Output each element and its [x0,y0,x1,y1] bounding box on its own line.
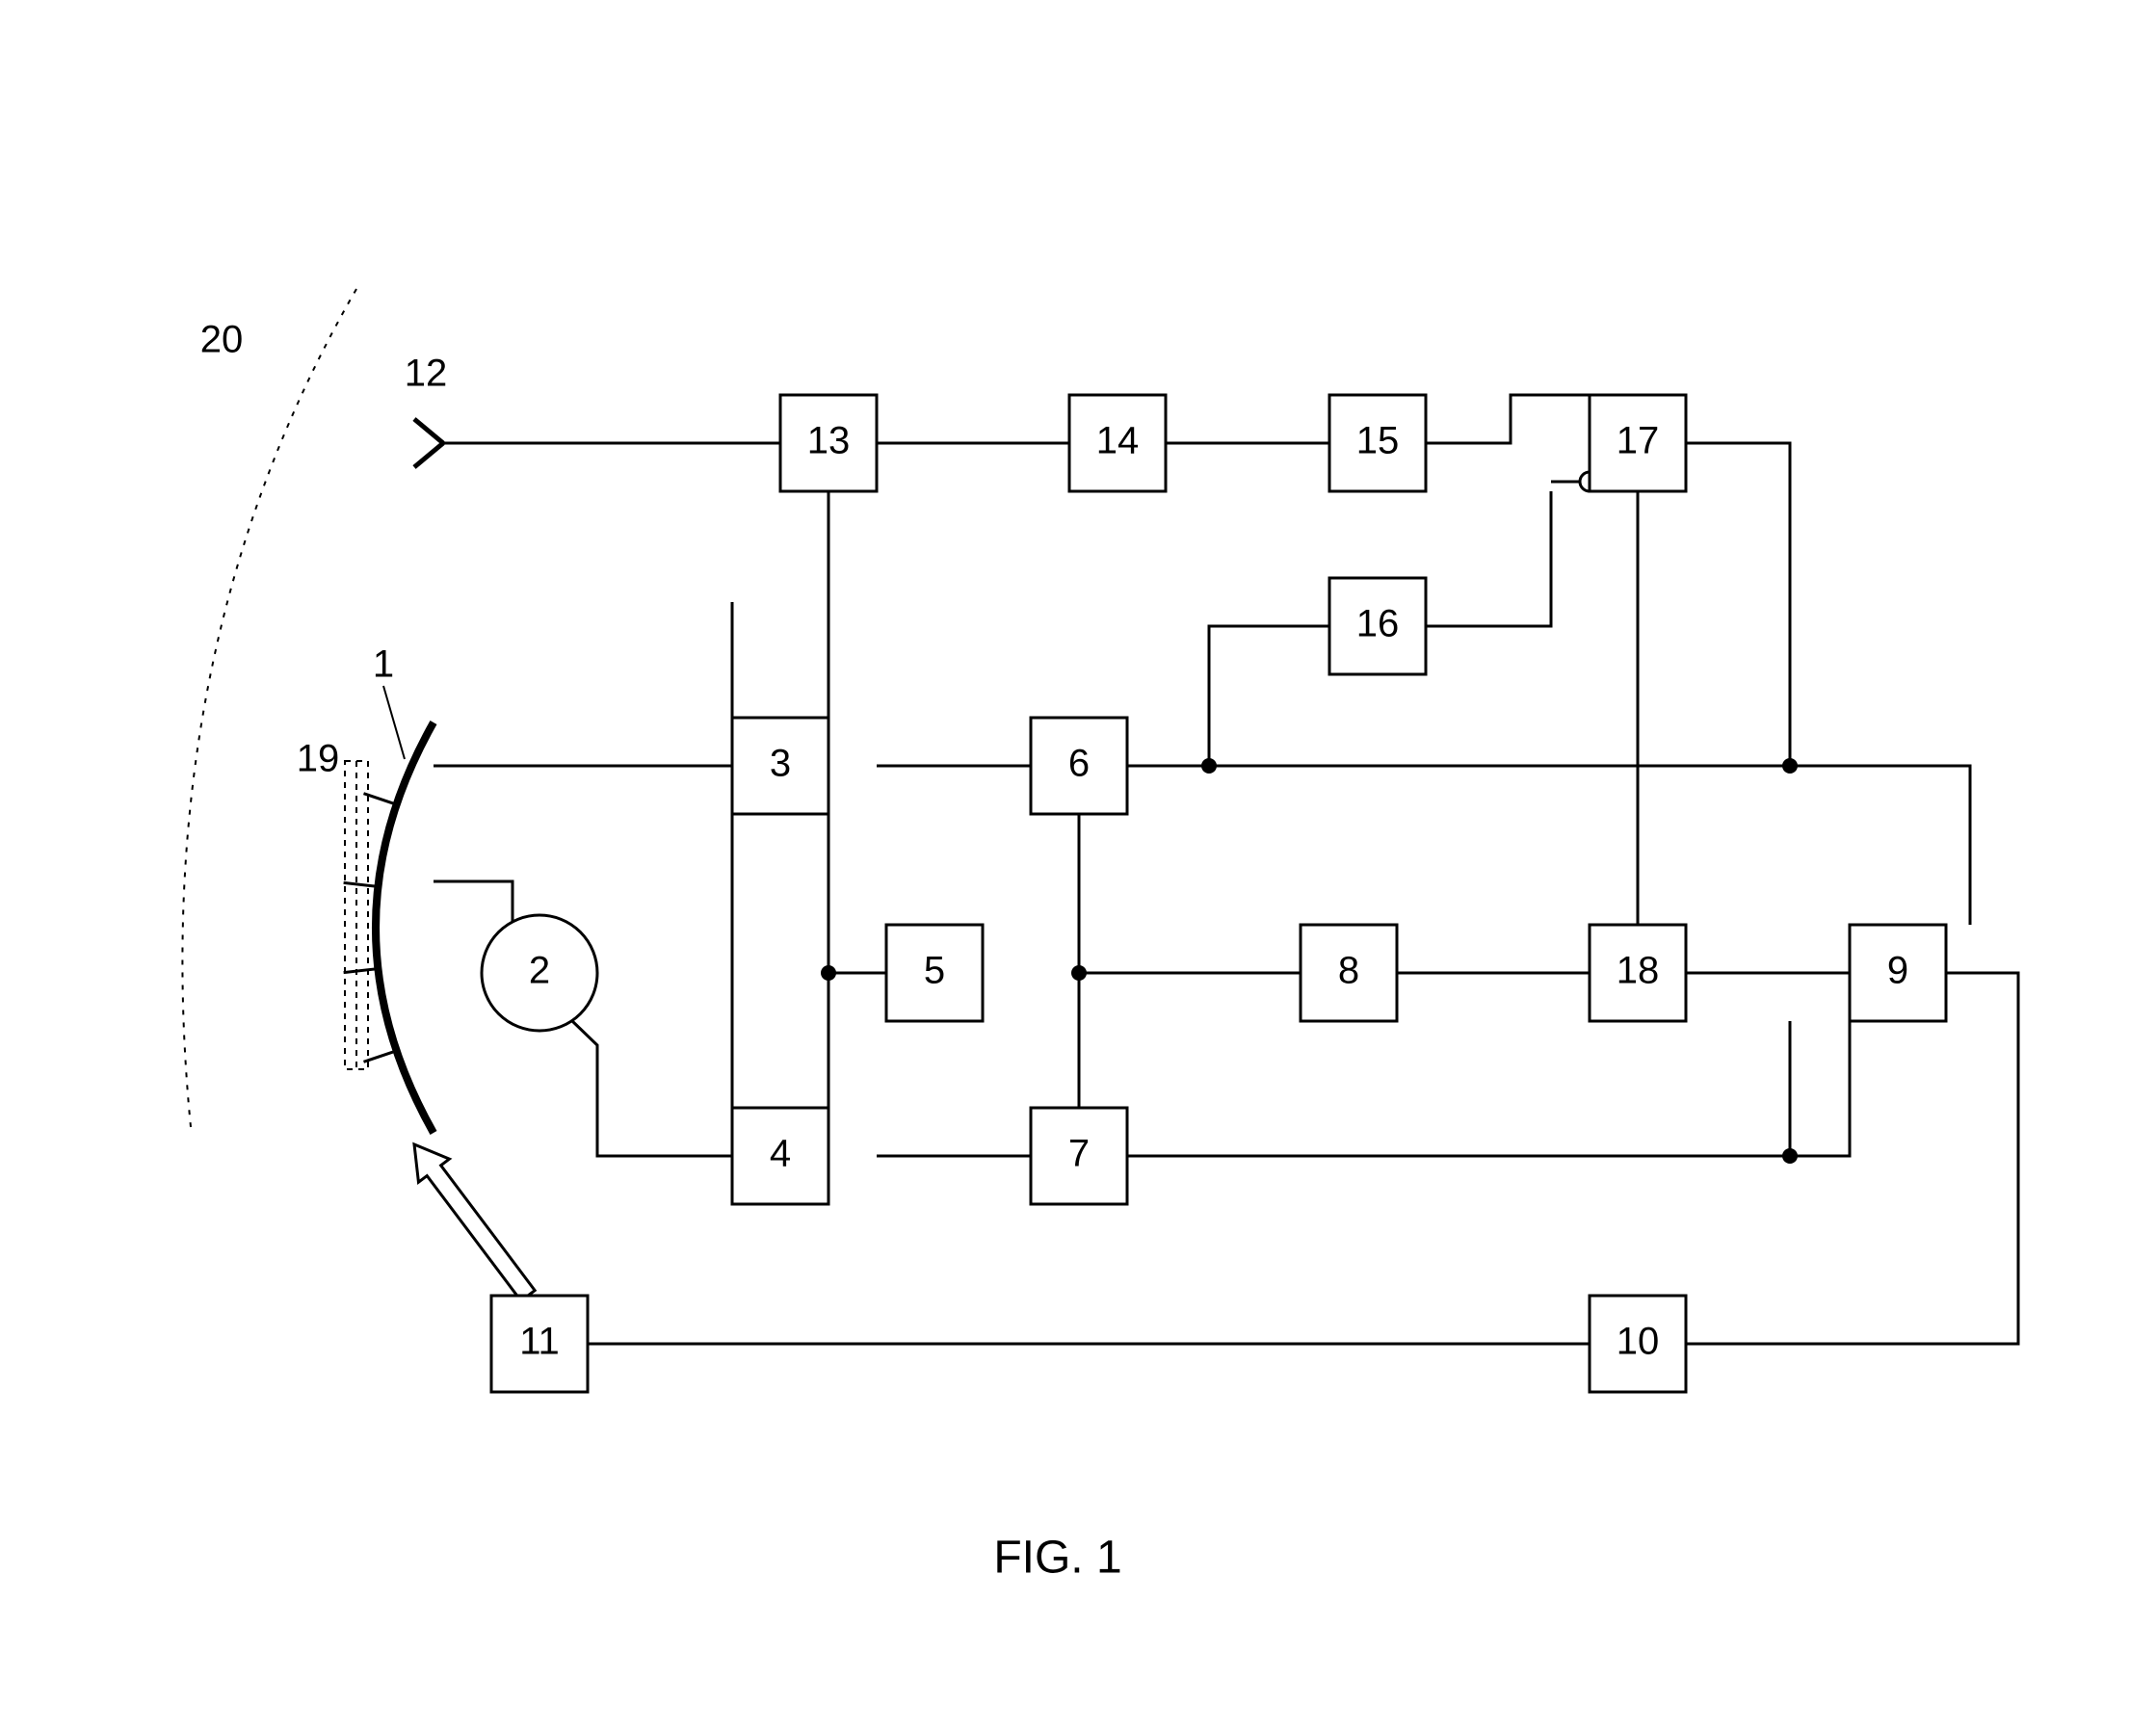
junction-dot-3 [1782,758,1798,774]
junction-dot-1 [1071,965,1087,981]
antenna-arm [414,419,443,443]
wire-21 [1686,443,1790,766]
block-label-9: 9 [1887,950,1908,992]
block-label-16: 16 [1356,603,1400,645]
pointer-arrow [414,1144,535,1300]
block-label-11: 11 [519,1321,560,1363]
wire-5 [732,602,780,1156]
figure-caption: FIG. 1 [993,1533,1121,1584]
block-label-10: 10 [1617,1321,1660,1363]
junction-dot-2 [1201,758,1217,774]
wire-17 [1790,1021,1850,1156]
free-label-19: 19 [297,738,340,780]
leader-line-0 [383,686,405,759]
wire-3 [1426,395,1590,443]
block-label-5: 5 [924,950,945,992]
wire-28 [570,1019,732,1156]
block-label-14: 14 [1096,420,1140,462]
antenna-arm [414,443,443,467]
block-label-17: 17 [1617,420,1660,462]
wire-20 [1426,491,1551,626]
junction-dot-4 [1782,1148,1798,1164]
junction-dot-0 [821,965,836,981]
free-label-1: 1 [373,643,394,686]
wire-27 [434,881,513,923]
diagram-stage: 2 3 4 5 6 7 8 9 10 11 13 14 15 16 17 18 1 12 19 20 FIG. 1 [0,0,2156,1732]
reflector-arc [376,722,434,1133]
free-label-20: 20 [200,319,244,361]
wire-19 [1127,626,1329,766]
block-label-13: 13 [807,420,851,462]
block-label-8: 8 [1338,950,1359,992]
wire-24 [1686,973,2018,1344]
wire-23 [1790,766,1970,925]
block-label-3: 3 [770,743,791,785]
block-label-18: 18 [1617,950,1660,992]
block-label-6: 6 [1068,743,1090,785]
block-label-7: 7 [1068,1133,1090,1175]
background-arc [182,289,356,1127]
diagram-svg: 2 3 4 5 6 7 8 9 10 11 13 14 15 16 17 18 1 12 19 20 FIG. 1 [0,0,2156,1732]
block-label-2: 2 [529,950,550,992]
wire-16 [1127,1021,1790,1156]
block-label-15: 15 [1356,420,1400,462]
block-label-4: 4 [770,1133,791,1175]
free-label-12: 12 [405,353,448,395]
